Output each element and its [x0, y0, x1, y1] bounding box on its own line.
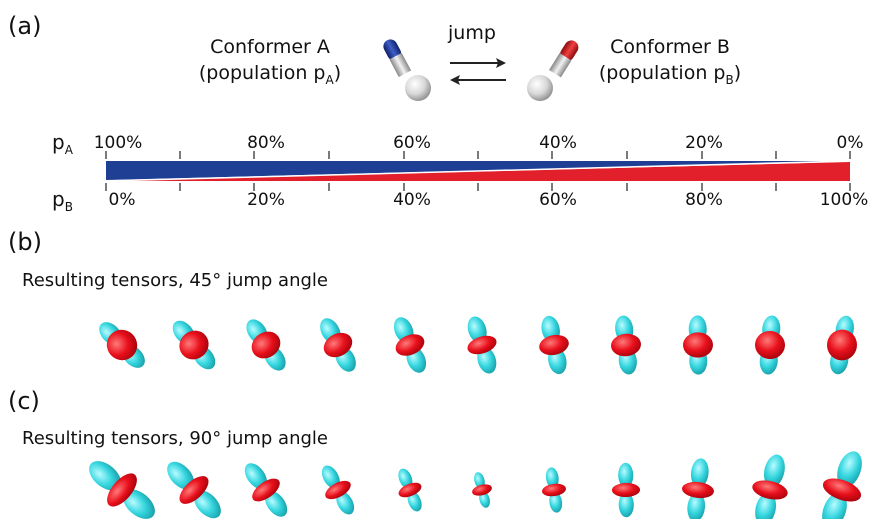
tensor-row-90 [89, 451, 862, 519]
tensor-glyph [826, 315, 858, 375]
tensor-glyph [755, 315, 785, 375]
tensor-glyph [611, 315, 641, 375]
tensor-glyph [89, 461, 155, 519]
pa-tick-label: 100% [93, 133, 143, 153]
equilibrium-arrows-icon [450, 58, 506, 85]
pa-tick-label: 60% [393, 133, 431, 153]
panel-label-a: (a) [8, 12, 42, 40]
conformer-a-label: Conformer A (population pA) [190, 34, 350, 93]
tensor-glyph [167, 461, 221, 519]
pb-tick-label: 60% [539, 190, 577, 210]
pa-tick-label: 80% [247, 133, 285, 153]
conformer-a-molecule-icon [383, 39, 431, 101]
tensor-glyph [244, 463, 288, 517]
tensor-glyph [539, 315, 569, 375]
panel-label-b: (b) [8, 228, 42, 256]
tensor-glyph [472, 472, 492, 508]
tensor-glyph [246, 319, 286, 371]
pb-tick-label: 20% [247, 190, 285, 210]
pb-tick-label: 40% [393, 190, 431, 210]
tensor-glyph [752, 454, 788, 519]
tensor-glyph [467, 316, 497, 374]
tensor-glyph [611, 462, 641, 518]
tensor-glyph [683, 315, 713, 375]
tensor-glyph [99, 322, 145, 368]
panel-label-c: (c) [8, 387, 40, 415]
conformer-b-molecule-icon [527, 40, 579, 101]
tensor-row-45 [99, 315, 858, 375]
tensor-glyph [682, 458, 714, 519]
conformer-b-label: Conformer B (population pB) [590, 34, 750, 93]
row-b-title: Resulting tensors, 45° jump angle [22, 270, 328, 291]
tensor-glyph [542, 467, 566, 513]
axis-ticks [105, 151, 851, 191]
pb-axis-label: pB [52, 187, 73, 214]
conformer-a-name: Conformer A [210, 36, 330, 58]
tensor-glyph [321, 465, 355, 515]
conformer-a-population: (population pA) [198, 62, 342, 87]
pb-tick-label: 80% [685, 190, 723, 210]
tensor-glyph [393, 317, 427, 373]
tensor-glyph [822, 451, 862, 519]
pb-tick-label: 100% [819, 190, 869, 210]
pa-tick-label: 20% [685, 133, 723, 153]
pb-tick-label: 0% [108, 190, 136, 210]
tensor-glyph [172, 320, 216, 370]
tensor-glyph [398, 468, 422, 512]
pa-axis-label: pA [52, 130, 73, 157]
conformer-b-population: (population pB) [598, 62, 742, 87]
tensor-glyph [320, 318, 356, 372]
conformer-b-name: Conformer B [610, 36, 730, 58]
jump-label: jump [448, 22, 496, 44]
pa-tick-label: 40% [539, 133, 577, 153]
pa-tick-label: 0% [836, 133, 864, 153]
row-c-title: Resulting tensors, 90° jump angle [22, 428, 328, 449]
